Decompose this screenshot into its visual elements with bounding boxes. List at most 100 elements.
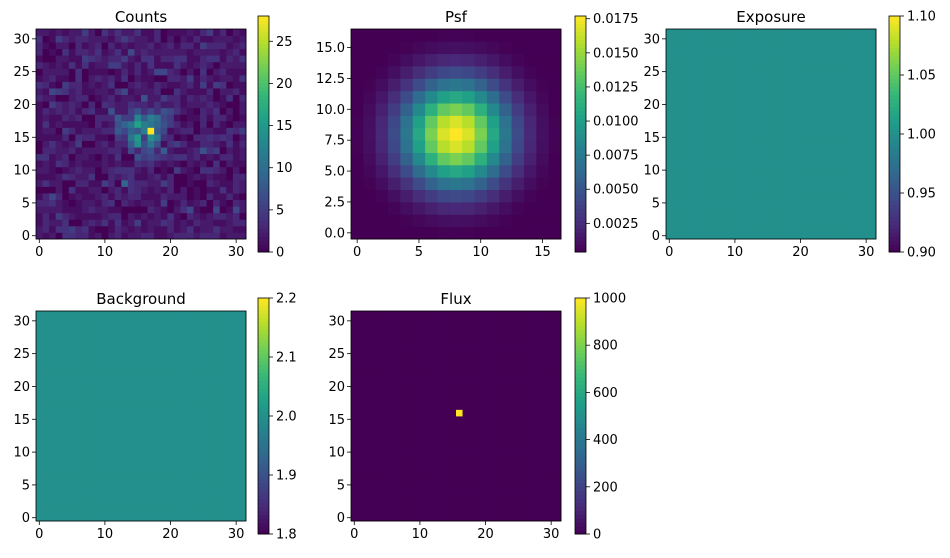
- heatmap-cell: [239, 179, 247, 187]
- heatmap-cell: [101, 232, 109, 240]
- heatmap-cell: [823, 160, 831, 168]
- heatmap-cell: [534, 481, 542, 489]
- heatmap-cell: [501, 501, 509, 509]
- heatmap-cell: [836, 61, 844, 69]
- y-tick-label: 25: [13, 65, 30, 80]
- heatmap-cell: [548, 41, 562, 55]
- heatmap-cell: [383, 402, 391, 410]
- heatmap-cell: [232, 343, 240, 351]
- heatmap-cell: [239, 429, 247, 437]
- heatmap-cell: [486, 103, 500, 116]
- heatmap-cell: [219, 114, 227, 122]
- heatmap-cell: [364, 442, 372, 450]
- heatmap-cell: [777, 212, 785, 220]
- heatmap-cell: [95, 363, 103, 371]
- heatmap-cell: [436, 416, 444, 423]
- heatmap-cell: [206, 494, 214, 502]
- heatmap-cell: [436, 435, 444, 443]
- heatmap-cell: [160, 206, 168, 214]
- heatmap-cell: [95, 120, 103, 128]
- heatmap-cell: [528, 455, 536, 463]
- heatmap-cell: [114, 134, 122, 141]
- heatmap-cell: [95, 383, 103, 391]
- heatmap-cell: [114, 81, 122, 89]
- heatmap-cell: [88, 494, 96, 502]
- heatmap-cell: [442, 389, 450, 397]
- heatmap-cell: [186, 173, 194, 181]
- heatmap-cell: [797, 74, 805, 82]
- heatmap-cell: [456, 324, 463, 332]
- heatmap-cell: [685, 219, 693, 227]
- heatmap-cell: [193, 81, 201, 89]
- heatmap-cell: [232, 61, 240, 69]
- heatmap-cell: [757, 42, 765, 50]
- heatmap-cell: [141, 337, 148, 345]
- heatmap-cell: [226, 147, 234, 155]
- heatmap-cell: [521, 343, 529, 351]
- heatmap-cell: [554, 370, 562, 378]
- heatmap-cell: [193, 501, 201, 509]
- heatmap-cell: [55, 422, 63, 430]
- heatmap-cell: [725, 206, 733, 214]
- heatmap-cell: [108, 88, 116, 96]
- colorbar-segment: [889, 137, 900, 143]
- heatmap-cell: [193, 422, 201, 430]
- heatmap-cell: [206, 448, 214, 456]
- heatmap-cell: [75, 389, 83, 397]
- heatmap-cell: [705, 114, 713, 122]
- heatmap-cell: [731, 35, 739, 43]
- heatmap-cell: [528, 350, 536, 358]
- heatmap-cell: [193, 343, 201, 351]
- colorbar-segment: [258, 431, 269, 437]
- heatmap-cell: [377, 475, 385, 483]
- heatmap-cell: [672, 48, 680, 56]
- heatmap-cell: [718, 206, 726, 214]
- heatmap-cell: [239, 140, 247, 148]
- heatmap-cell: [147, 311, 155, 318]
- colorbar-segment: [575, 86, 586, 92]
- heatmap-cell: [88, 186, 96, 194]
- heatmap-cell: [88, 455, 96, 463]
- heatmap-cell: [219, 389, 227, 397]
- heatmap-cell: [160, 199, 168, 207]
- heatmap-cell: [213, 370, 221, 378]
- heatmap-cell: [412, 164, 426, 178]
- heatmap-cell: [167, 311, 175, 318]
- colorbar-segment: [575, 51, 586, 56]
- heatmap-cell: [679, 42, 687, 50]
- heatmap-cell: [127, 383, 135, 391]
- heatmap-cell: [425, 41, 438, 55]
- heatmap-cell: [797, 107, 805, 115]
- heatmap-cell: [541, 488, 549, 496]
- heatmap-cell: [521, 448, 529, 456]
- heatmap-cell: [68, 225, 76, 233]
- heatmap-cell: [81, 219, 89, 227]
- heatmap-cell: [206, 514, 214, 522]
- colorbar-segment: [258, 471, 269, 476]
- heatmap-cell: [62, 107, 70, 115]
- heatmap-cell: [495, 416, 503, 423]
- heatmap-cell: [797, 147, 805, 155]
- heatmap-cell: [738, 127, 746, 135]
- heatmap-cell: [862, 179, 870, 187]
- heatmap-cell: [141, 120, 148, 128]
- colorbar-tick-label: 0.0025: [593, 217, 639, 232]
- colorbar-segment: [258, 349, 269, 354]
- heatmap-cell: [554, 416, 562, 423]
- colorbar-segment: [575, 412, 586, 417]
- heatmap-cell: [475, 389, 483, 397]
- heatmap-cell: [488, 343, 496, 351]
- heatmap-cell: [548, 177, 562, 190]
- heatmap-cell: [364, 311, 372, 318]
- heatmap-cell: [55, 501, 63, 509]
- heatmap-cell: [200, 363, 208, 371]
- heatmap-cell: [239, 173, 247, 181]
- heatmap-cell: [410, 324, 418, 332]
- heatmap-cell: [784, 107, 792, 115]
- heatmap-cell: [134, 389, 142, 397]
- heatmap-cell: [515, 350, 523, 358]
- axes-frame: [665, 28, 877, 240]
- heatmap-cell: [383, 330, 391, 338]
- heatmap-cell: [36, 219, 43, 227]
- heatmap-cell: [68, 461, 76, 469]
